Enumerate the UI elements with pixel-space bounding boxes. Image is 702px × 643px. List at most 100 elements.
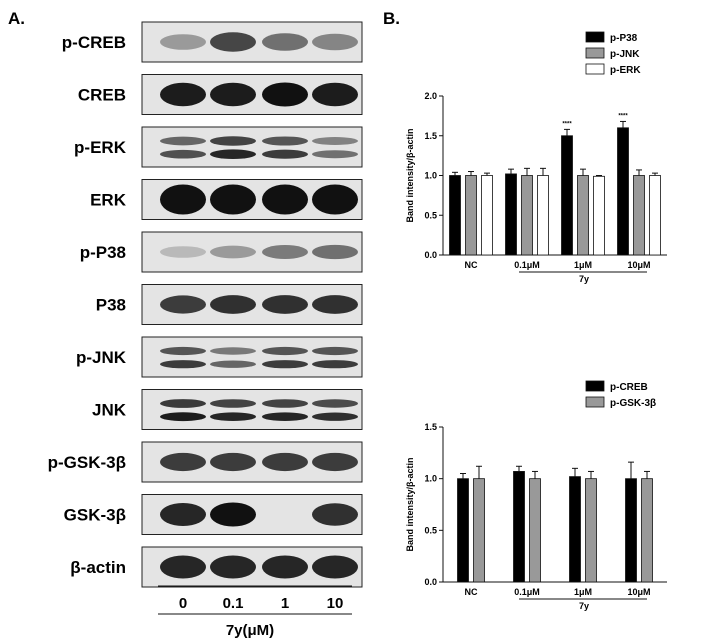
x-category-label: NC <box>465 260 478 270</box>
blot-row: β-actin <box>70 546 363 588</box>
blot-row: p-CREB <box>62 21 363 63</box>
blot-row: p-GSK-3β <box>48 441 363 483</box>
blot-row: GSK-3β <box>64 494 363 535</box>
group-label: 7y <box>579 274 589 284</box>
x-category-label: 10μM <box>627 260 650 270</box>
bar <box>641 478 653 583</box>
band <box>210 295 256 314</box>
band <box>312 503 358 526</box>
band <box>262 360 308 369</box>
band <box>262 452 308 472</box>
band <box>160 346 206 356</box>
bar <box>481 175 493 256</box>
band <box>262 245 308 259</box>
band <box>262 33 308 51</box>
significance-marker: **** <box>562 121 572 127</box>
bar <box>529 478 541 583</box>
band <box>312 412 358 421</box>
bar <box>617 127 629 256</box>
bar <box>633 175 645 256</box>
legend-label: p-P38 <box>610 33 638 44</box>
band <box>160 503 206 526</box>
band <box>210 502 256 527</box>
band <box>312 295 358 314</box>
band <box>262 412 308 421</box>
lane-labels: 0 0.1 1 10 <box>158 585 352 615</box>
legend-label: p-JNK <box>610 49 640 60</box>
band <box>160 412 206 422</box>
blot-row: ERK <box>90 179 363 220</box>
band <box>262 346 308 356</box>
y-tick-label: 0.5 <box>424 525 437 535</box>
legend-label: p-GSK-3β <box>610 398 656 409</box>
bar <box>593 175 605 256</box>
band <box>312 399 358 408</box>
band <box>210 149 256 159</box>
band <box>160 149 206 159</box>
x-category-label: 1μM <box>574 587 592 597</box>
blot-row: p-P38 <box>80 231 363 273</box>
lane-label: 1 <box>281 595 289 612</box>
bar <box>473 478 485 583</box>
bar <box>521 175 533 256</box>
band <box>312 244 358 260</box>
panel-b-label: B. <box>383 9 400 28</box>
x-category-label: NC <box>465 587 478 597</box>
blot-label: CREB <box>78 86 126 105</box>
band <box>312 150 358 159</box>
band <box>210 360 256 368</box>
band <box>262 295 308 314</box>
band <box>210 412 256 421</box>
blot-label: JNK <box>92 401 127 420</box>
x-category-label: 1μM <box>574 260 592 270</box>
blot-label: p-ERK <box>74 138 127 157</box>
legend-label: p-ERK <box>610 65 641 76</box>
bar <box>585 478 597 583</box>
bar <box>465 175 477 256</box>
bar <box>505 173 517 256</box>
y-axis-label: Band intensity/β-actin <box>405 457 415 551</box>
band <box>160 360 206 369</box>
band <box>312 360 358 369</box>
blot-label: p-CREB <box>62 33 126 52</box>
band <box>312 137 358 145</box>
y-axis-label: Band intensity/β-actin <box>405 128 415 222</box>
band <box>262 399 308 408</box>
band <box>210 347 256 355</box>
band <box>262 136 308 146</box>
y-tick-label: 0.0 <box>424 250 437 260</box>
band <box>262 82 308 107</box>
legend-swatch <box>585 396 605 408</box>
band <box>160 136 206 146</box>
blot-frame <box>141 389 363 430</box>
bar <box>449 175 461 256</box>
significance-marker: **** <box>618 113 628 119</box>
band <box>262 149 308 159</box>
blot-row: p-ERK <box>74 126 363 168</box>
blot-row: CREB <box>78 74 363 115</box>
y-tick-label: 0.5 <box>424 210 437 220</box>
blot-row: p-JNK <box>76 336 363 378</box>
band <box>160 184 206 215</box>
blot-frame <box>141 336 363 378</box>
lane-label: 0 <box>179 595 187 612</box>
band <box>210 452 256 472</box>
x-category-label: 10μM <box>627 587 650 597</box>
band <box>312 346 358 356</box>
y-tick-label: 1.0 <box>424 474 437 484</box>
band <box>262 555 308 579</box>
band <box>262 184 308 215</box>
band <box>160 295 206 314</box>
y-tick-label: 2.0 <box>424 91 437 101</box>
lane-label: 10 <box>327 595 344 612</box>
bar <box>561 135 573 256</box>
band <box>210 399 256 408</box>
y-tick-label: 1.5 <box>424 422 437 432</box>
band <box>312 82 358 107</box>
concentration-unit-label: 7y(μM) <box>226 622 274 639</box>
band <box>160 82 206 107</box>
legend-swatch <box>585 380 605 392</box>
band <box>210 32 256 52</box>
band <box>160 399 206 408</box>
